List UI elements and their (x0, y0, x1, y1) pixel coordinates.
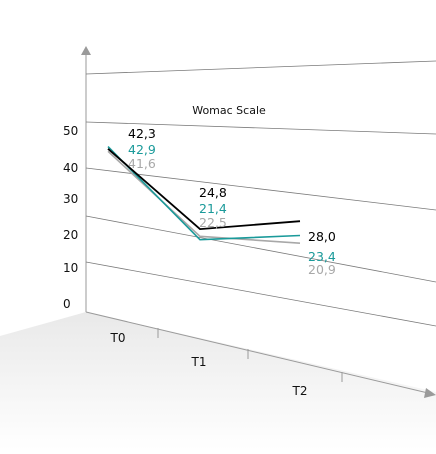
data-label-black: 28,0 (308, 229, 336, 244)
gridlines (85, 60, 436, 327)
gridline (85, 121, 436, 135)
y-tick-label: 20 (63, 228, 78, 242)
y-tick-labels: 50 40 30 20 10 0 (63, 124, 78, 311)
x-tick-labels: T0 T1 T2 (110, 331, 308, 398)
x-axis-arrow (424, 388, 436, 398)
series-line-teal (107, 146, 301, 241)
x-tick-label: T2 (292, 384, 308, 398)
data-label-teal: 23,4 (308, 249, 336, 264)
y-tick-label: 50 (63, 124, 78, 138)
data-label-black: 24,8 (199, 185, 227, 200)
data-label-teal: 42,9 (128, 142, 156, 157)
floor-plane (0, 312, 436, 450)
gridline (85, 167, 436, 211)
y-tick-label: 30 (63, 192, 78, 206)
gridline (85, 215, 436, 283)
y-tick-label: 10 (63, 261, 78, 275)
gridline (85, 261, 436, 327)
x-axis (85, 311, 429, 394)
gridline (85, 60, 436, 75)
y-tick-label: 40 (63, 161, 78, 175)
x-tick-label: T1 (191, 355, 207, 369)
data-label-teal: 21,4 (199, 201, 227, 216)
y-tick-label: 0 (63, 297, 71, 311)
series-lines (107, 146, 301, 244)
chart-title: Womac Scale (192, 104, 266, 117)
series-line-black (107, 148, 301, 231)
data-labels: 42,3 24,8 28,0 42,9 21,4 23,4 41,6 22,5 20,9 (128, 126, 336, 277)
data-label-black: 42,3 (128, 126, 156, 141)
x-tick-label: T0 (110, 331, 126, 345)
data-label-gray: 22,5 (199, 215, 227, 230)
data-label-gray: 20,9 (308, 262, 336, 277)
series-line-gray (107, 150, 301, 244)
data-label-gray: 41,6 (128, 156, 156, 171)
y-axis-arrow (81, 46, 91, 55)
